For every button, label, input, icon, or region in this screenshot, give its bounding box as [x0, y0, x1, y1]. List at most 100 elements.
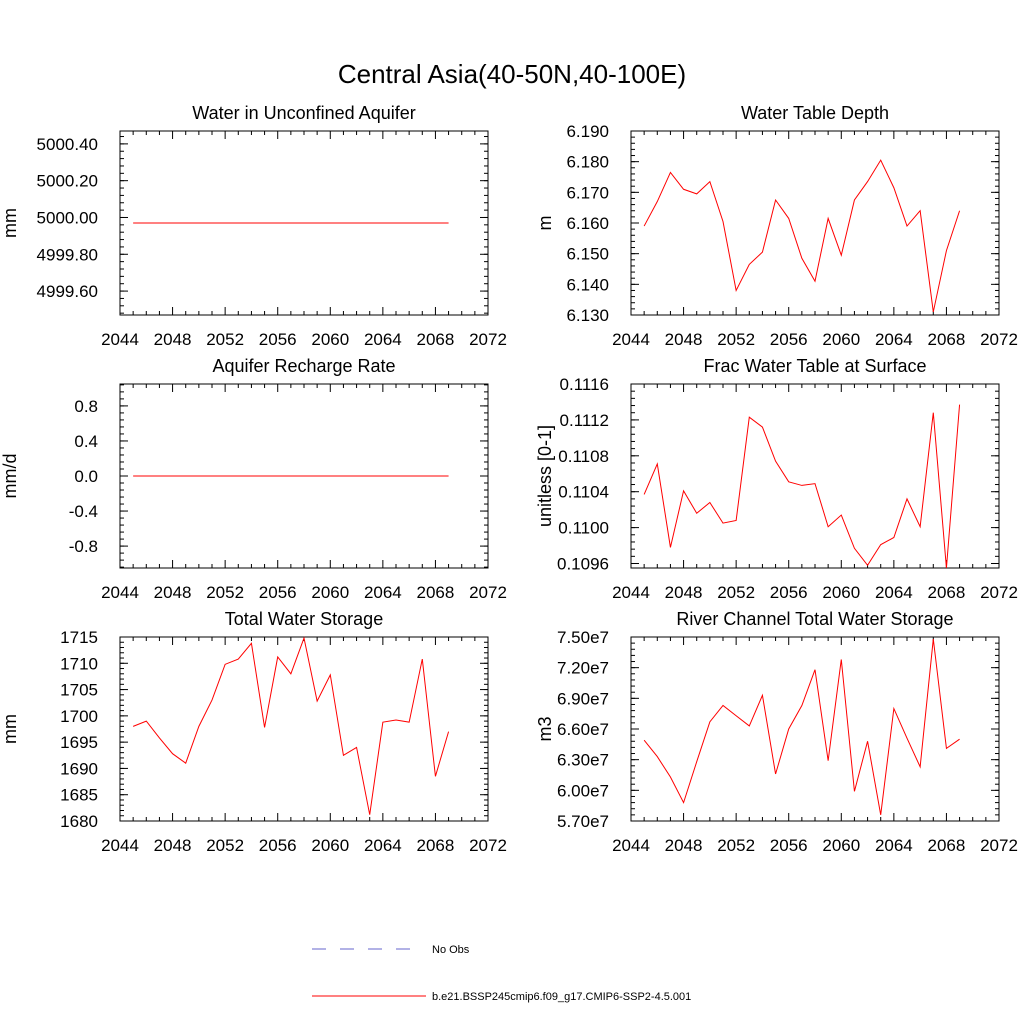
- y-tick-label: 6.60e7: [557, 720, 609, 739]
- y-tick-label: 7.20e7: [557, 659, 609, 678]
- y-tick-label: 1690: [60, 759, 98, 778]
- y-tick-label: 6.180: [566, 153, 609, 172]
- y-tick-label: 0.1096: [557, 555, 609, 574]
- y-tick-label: 6.150: [566, 245, 609, 264]
- series-line: [643, 159, 961, 313]
- legend: No Obs b.e21.BSSP245cmip6.f09_g17.CMIP6-…: [312, 944, 691, 1003]
- y-tick-label: -0.8: [69, 537, 98, 556]
- y-tick-label: 6.00e7: [557, 781, 609, 800]
- y-tick-label: 0.1104: [558, 483, 609, 502]
- y-tick-label: 4999.80: [37, 245, 98, 264]
- x-tick-label: 2068: [928, 583, 966, 602]
- panel-total-water-storage: Total Water Storage mm 2044 2048 2052 2056 206…: [0, 609, 507, 855]
- x-tick-label: 2044: [612, 583, 650, 602]
- x-tick-label: 2060: [311, 836, 349, 855]
- x-tick-label: 2072: [469, 583, 507, 602]
- y-tick-label: 6.170: [566, 183, 609, 202]
- x-tick-label: 2056: [259, 583, 297, 602]
- x-tick-label: 2048: [154, 330, 192, 349]
- x-tick-label: 2052: [206, 836, 244, 855]
- y-tick-label: 1680: [60, 812, 98, 831]
- x-tick-label: 2068: [417, 330, 455, 349]
- panel-water-table-depth: Water Table Depth m 2044 2048 2052 2056 2060 20…: [535, 103, 1018, 349]
- y-tick-label: 1710: [60, 654, 98, 673]
- y-tick-label: 7.50e7: [557, 628, 609, 647]
- y-tick-label: 1715: [60, 628, 98, 647]
- y-axis-label: mm: [0, 208, 20, 238]
- panel-title: Water Table Depth: [741, 103, 889, 123]
- panel-title: Total Water Storage: [225, 609, 383, 629]
- y-tick-label: 0.4: [74, 432, 98, 451]
- x-tick-label: 2072: [469, 330, 507, 349]
- x-tick-label: 2072: [980, 583, 1018, 602]
- y-tick-label: 4999.60: [37, 282, 98, 301]
- series-line: [643, 404, 961, 569]
- y-axis-label: mm: [0, 714, 20, 744]
- figure-title: Central Asia(40-50N,40-100E): [338, 59, 686, 89]
- series-line: [132, 636, 450, 815]
- y-tick-label: 0.0: [74, 467, 98, 486]
- y-tick-label: 6.190: [566, 122, 609, 141]
- plot-frame: [119, 636, 489, 822]
- x-tick-label: 2060: [822, 583, 860, 602]
- y-tick-label: 6.30e7: [557, 751, 609, 770]
- x-tick-label: 2064: [364, 583, 402, 602]
- y-tick-label: 0.1108: [558, 447, 609, 466]
- y-tick-label: 0.1116: [560, 375, 609, 394]
- y-tick-label: 6.140: [566, 275, 609, 294]
- legend-obs-label: No Obs: [432, 944, 470, 956]
- x-tick-label: 2068: [417, 836, 455, 855]
- y-tick-label: 6.90e7: [557, 689, 609, 708]
- x-tick-label: 2044: [101, 583, 139, 602]
- x-tick-label: 2068: [928, 330, 966, 349]
- x-tick-label: 2072: [980, 836, 1018, 855]
- x-tick-label: 2056: [259, 836, 297, 855]
- x-tick-label: 2064: [364, 836, 402, 855]
- panel-water-in-unconfined-aquifer: Water in Unconfined Aquifer mm 2044 2048 205…: [0, 103, 507, 349]
- panel-river-channel-total-water-storage: River Channel Total Water Storage m3 2044 2…: [535, 609, 1018, 855]
- y-tick-label: 6.160: [566, 214, 609, 233]
- x-tick-label: 2060: [822, 836, 860, 855]
- y-tick-label: 5000.20: [37, 172, 98, 191]
- x-tick-label: 2044: [612, 836, 650, 855]
- x-tick-label: 2048: [665, 836, 703, 855]
- x-tick-label: 2044: [101, 836, 139, 855]
- x-tick-label: 2060: [822, 330, 860, 349]
- x-tick-label: 2048: [665, 330, 703, 349]
- y-tick-label: 6.130: [566, 306, 609, 325]
- x-tick-label: 2056: [259, 330, 297, 349]
- x-tick-label: 2052: [717, 330, 755, 349]
- y-axis-label: unitless [0-1]: [535, 425, 555, 527]
- y-tick-label: 5.70e7: [557, 812, 609, 831]
- y-axis-label: m3: [535, 716, 555, 741]
- legend-model-label: b.e21.BSSP245cmip6.f09_g17.CMIP6-SSP2-4.…: [432, 991, 691, 1003]
- x-tick-label: 2056: [770, 330, 808, 349]
- y-tick-label: 5000.40: [37, 135, 98, 154]
- series-line: [643, 638, 960, 815]
- panel-title: River Channel Total Water Storage: [676, 609, 953, 629]
- y-tick-label: 1700: [60, 707, 98, 726]
- x-tick-label: 2056: [770, 583, 808, 602]
- y-tick-label: 0.1112: [560, 411, 609, 430]
- x-tick-label: 2048: [665, 583, 703, 602]
- y-tick-label: 0.1100: [558, 519, 609, 538]
- panel-title: Aquifer Recharge Rate: [212, 356, 395, 376]
- y-tick-label: 0.8: [74, 397, 98, 416]
- x-tick-label: 2052: [206, 330, 244, 349]
- y-tick-label: -0.4: [69, 502, 98, 521]
- panel-title: Water in Unconfined Aquifer: [192, 103, 415, 123]
- y-tick-label: 1695: [60, 733, 98, 752]
- x-tick-label: 2072: [469, 836, 507, 855]
- x-tick-label: 2072: [980, 330, 1018, 349]
- x-tick-label: 2052: [206, 583, 244, 602]
- y-tick-label: 1685: [60, 786, 98, 805]
- x-tick-label: 2064: [875, 836, 913, 855]
- x-tick-label: 2044: [612, 330, 650, 349]
- x-tick-label: 2068: [417, 583, 455, 602]
- x-tick-label: 2068: [928, 836, 966, 855]
- x-tick-label: 2060: [311, 583, 349, 602]
- x-tick-label: 2048: [154, 836, 192, 855]
- x-tick-label: 2044: [101, 330, 139, 349]
- panel-aquifer-recharge-rate: Aquifer Recharge Rate mm/d 2044 2048 2052 205…: [0, 356, 507, 602]
- panel-frac-water-table-at-surface: Frac Water Table at Surface unitless [0-1…: [535, 356, 1018, 602]
